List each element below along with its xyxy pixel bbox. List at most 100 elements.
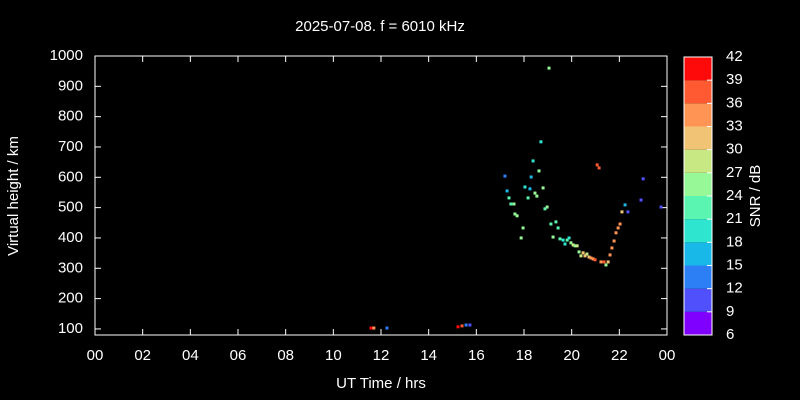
y-tick-label: 200: [58, 290, 83, 307]
point: [569, 241, 573, 245]
x-tick-label: 22: [611, 347, 628, 364]
point: [369, 326, 373, 330]
colorbar-band: [684, 288, 712, 312]
point: [620, 210, 624, 214]
x-tick-label: 00: [659, 347, 676, 364]
point: [523, 185, 527, 189]
point: [468, 323, 472, 327]
y-tick-label: 300: [58, 259, 83, 276]
point: [585, 252, 589, 256]
point: [556, 226, 560, 230]
point: [591, 257, 595, 261]
colorbar-band: [684, 149, 712, 173]
y-tick-label: 1000: [50, 47, 83, 64]
colorbar-tick-label: 12: [726, 280, 743, 297]
x-tick-label: 16: [468, 347, 485, 364]
x-tick-label: 02: [134, 347, 151, 364]
point: [639, 198, 643, 202]
x-tick-label: 00: [87, 347, 104, 364]
point: [565, 238, 569, 242]
x-tick-label: 20: [563, 347, 580, 364]
point: [616, 226, 620, 230]
y-tick-label: 800: [58, 108, 83, 125]
point: [551, 235, 555, 239]
point: [599, 260, 603, 264]
colorbar-band: [684, 172, 712, 196]
point: [604, 263, 608, 267]
colorbar-tick-label: 33: [726, 117, 743, 134]
point: [529, 175, 533, 179]
colorbar-tick-label: 18: [726, 233, 743, 250]
point: [593, 258, 597, 262]
point: [515, 214, 519, 218]
colorbar-tick-label: 36: [726, 94, 743, 111]
plot-frame: [94, 55, 668, 336]
point: [612, 239, 616, 243]
colorbar-band: [684, 57, 712, 81]
y-tick-label: 100: [58, 320, 83, 337]
point: [456, 325, 460, 329]
point: [385, 326, 389, 330]
x-tick-label: 06: [230, 347, 247, 364]
point: [577, 250, 581, 254]
point: [602, 260, 606, 264]
colorbar-band: [684, 126, 712, 150]
point: [618, 222, 622, 226]
point: [606, 260, 610, 264]
x-tick-label: 12: [373, 347, 390, 364]
point: [505, 189, 509, 193]
x-axis-label: UT Time / hrs: [336, 375, 426, 392]
point: [587, 255, 591, 259]
colorbar-label: SNR / dB: [747, 165, 764, 228]
point: [541, 186, 545, 190]
point: [533, 191, 537, 195]
colorbar-tick-label: 21: [726, 210, 743, 227]
y-tick-label: 600: [58, 168, 83, 185]
y-tick-label: 900: [58, 77, 83, 94]
point: [563, 242, 567, 246]
point: [641, 177, 645, 181]
y-axis-label: Virtual height / km: [5, 136, 22, 256]
colorbar-band: [684, 242, 712, 266]
point: [464, 323, 468, 327]
point: [549, 222, 553, 226]
point: [610, 246, 614, 250]
point: [554, 220, 558, 224]
colorbar-tick-label: 27: [726, 164, 743, 181]
chart-title: 2025-07-08. f = 6010 kHz: [295, 18, 465, 35]
point: [526, 196, 530, 200]
point: [372, 326, 376, 330]
point: [583, 254, 587, 258]
colorbar-tick-label: 9: [726, 303, 734, 320]
x-tick-label: 14: [420, 347, 437, 364]
point: [626, 210, 630, 214]
point: [521, 226, 525, 230]
colorbar-band: [684, 80, 712, 104]
point: [531, 159, 535, 163]
colorbar-band: [684, 265, 712, 289]
colorbar-tick-label: 24: [726, 187, 743, 204]
x-tick-label: 10: [325, 347, 342, 364]
point: [535, 194, 539, 198]
point: [460, 324, 464, 328]
point: [558, 237, 562, 241]
point: [547, 66, 551, 70]
point: [595, 163, 599, 167]
point: [581, 251, 585, 255]
colorbar-tick-label: 6: [726, 326, 734, 343]
x-tick-label: 18: [516, 347, 533, 364]
point: [608, 253, 612, 257]
point: [539, 140, 543, 144]
y-tick-label: 500: [58, 199, 83, 216]
point: [512, 202, 516, 206]
point: [543, 207, 547, 211]
colorbar-tick-label: 39: [726, 71, 743, 88]
point: [513, 212, 517, 216]
point: [567, 236, 571, 240]
y-tick-label: 700: [58, 138, 83, 155]
point: [659, 205, 663, 209]
point: [571, 243, 575, 247]
point: [589, 256, 593, 260]
colorbar-band: [684, 219, 712, 243]
